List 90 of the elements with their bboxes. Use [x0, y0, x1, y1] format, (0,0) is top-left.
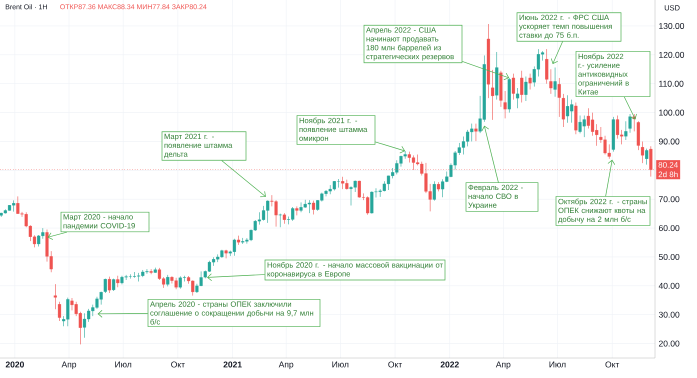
x-tick-label: 2020: [6, 362, 24, 368]
candlestick: [145, 268, 149, 274]
candlestick: [470, 123, 474, 142]
candlestick: [570, 99, 574, 123]
candlestick: [324, 190, 328, 197]
candlestick: [166, 274, 170, 287]
candlestick: [595, 124, 598, 146]
candlestick: [628, 114, 632, 134]
candlestick: [636, 120, 640, 150]
x-tick-label: Апр: [496, 362, 510, 370]
candlestick: [645, 148, 648, 165]
candlestick: [236, 235, 240, 246]
candlestick: [590, 112, 594, 136]
candlestick: [132, 272, 136, 278]
candlestick: [232, 238, 236, 256]
candlestick: [562, 94, 565, 128]
candlestick: [37, 234, 40, 247]
candlestick: [616, 115, 620, 139]
x-tick-label: Окт: [171, 362, 185, 368]
candlestick: [558, 78, 561, 118]
candlestick: [441, 178, 444, 198]
candlestick: [386, 175, 390, 190]
x-tick-label: Окт: [388, 362, 402, 368]
x-tick-label: Июл: [550, 362, 566, 368]
candlestick: [491, 70, 494, 120]
y-tick-label: 130.00: [659, 22, 684, 29]
candlestick: [512, 73, 515, 100]
candlestick: [524, 76, 528, 102]
candlestick: [474, 123, 478, 142]
candlestick: [516, 88, 520, 109]
candlestick: [312, 200, 316, 215]
candlestick: [116, 275, 120, 288]
x-tick-label: Апр: [62, 362, 76, 370]
candlestick: [578, 115, 582, 134]
candlestick: [12, 200, 16, 212]
candlestick: [54, 284, 57, 310]
y-tick-label: 120.00: [659, 52, 684, 58]
candlestick: [520, 70, 524, 103]
candlestick: [328, 184, 332, 195]
candlestick: [345, 179, 348, 190]
candlestick: [191, 280, 194, 296]
x-tick-label: 2021: [223, 362, 242, 368]
candlestick: [436, 182, 440, 192]
candlestick: [95, 296, 99, 310]
candlestick: [108, 276, 112, 294]
candlestick: [504, 90, 507, 119]
candlestick: [299, 202, 303, 212]
y-tick-label: 60.00: [658, 225, 680, 232]
candlestick: [66, 297, 70, 327]
candlestick: [603, 135, 607, 155]
candlestick: [282, 212, 286, 224]
y-tick-label: 100.00: [659, 110, 684, 116]
y-tick-label: 70.00: [658, 196, 680, 202]
y-tick-label: 90.00: [658, 138, 680, 144]
x-tick-label: Апр: [278, 362, 294, 370]
x-tick-label: Июл: [332, 362, 348, 368]
candlestick: [82, 312, 86, 338]
candlestick: [278, 213, 282, 228]
candlestick: [104, 278, 107, 294]
candlestick: [341, 176, 344, 190]
candlestick: [553, 67, 557, 98]
y-tick-label: 30.00: [658, 312, 680, 318]
candlestick: [266, 200, 270, 224]
candlestick: [70, 298, 74, 311]
y-tick-label: 50.00: [658, 254, 680, 260]
candlestick: [366, 196, 370, 216]
x-tick-label: 2022: [440, 362, 459, 368]
candlestick: [640, 141, 644, 164]
candlestick: [332, 180, 336, 191]
candlestick: [624, 120, 628, 140]
candlestick: [112, 278, 116, 292]
candlestick: [545, 48, 548, 84]
y-tick-label: 110.00: [659, 80, 684, 87]
candlestick: [549, 68, 552, 94]
candlestick: [395, 160, 398, 175]
candlestick: [308, 200, 311, 214]
x-tick-label: Окт: [605, 362, 620, 368]
candlestick: [274, 200, 278, 227]
candlestick: [58, 301, 62, 322]
candlestick: [582, 115, 586, 138]
candlestick: [178, 276, 182, 290]
candlestick: [528, 73, 532, 90]
candlestick: [158, 268, 162, 280]
candlestick: [408, 151, 411, 163]
candlestick: [432, 181, 436, 201]
candlestick: [566, 94, 570, 123]
y-tick-label: 20.00: [658, 340, 680, 347]
x-tick-label: Июл: [115, 362, 132, 368]
y-tick-label: 40.00: [658, 282, 680, 289]
candlestick: [291, 206, 294, 222]
